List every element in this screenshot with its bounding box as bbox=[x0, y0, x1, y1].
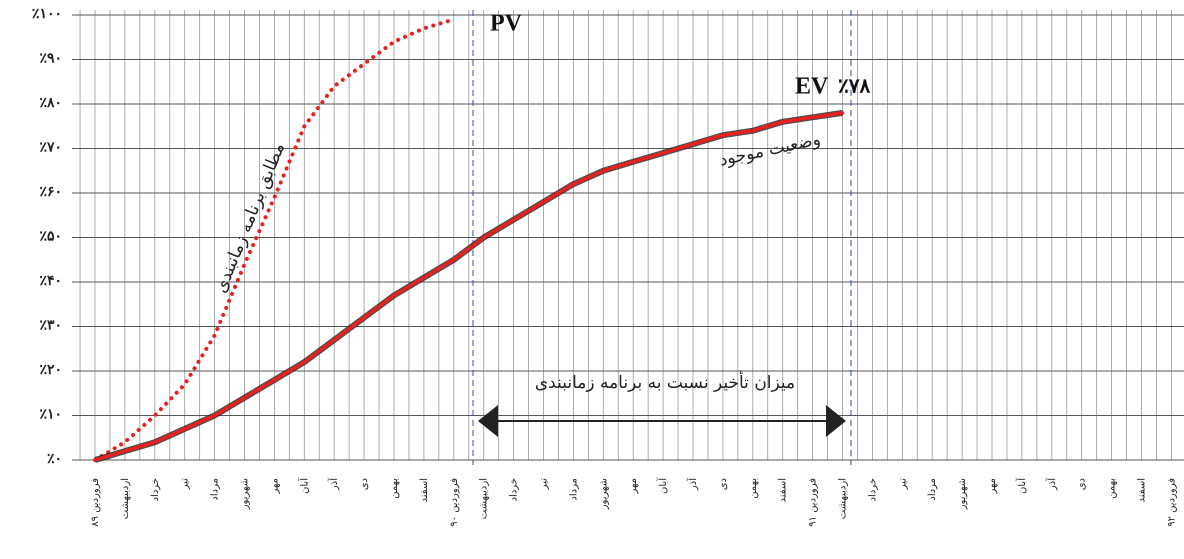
x-tick-label: مرداد bbox=[927, 478, 938, 501]
y-tick-label: ٪۰ bbox=[47, 452, 62, 467]
ev-label: EV bbox=[795, 74, 829, 100]
y-tick-label: ٪۳۰ bbox=[39, 319, 62, 334]
x-tick-label: شهریور bbox=[240, 478, 251, 510]
x-tick-label: فروردین ۹۱ bbox=[808, 478, 819, 527]
ev-value-label: ٪۷۸ bbox=[838, 76, 870, 98]
x-tick-label: آذر bbox=[327, 477, 340, 491]
x-tick-label: بهمن bbox=[748, 478, 759, 499]
x-tick-label: مهر bbox=[987, 478, 998, 494]
x-tick-label: تیر bbox=[539, 478, 550, 491]
x-tick-label: مهر bbox=[269, 478, 280, 494]
y-tick-label: ٪۶۰ bbox=[39, 185, 62, 200]
y-tick-label: ٪۱۰ bbox=[39, 408, 62, 423]
x-tick-label: شهریور bbox=[598, 478, 609, 510]
x-tick-label: مرداد bbox=[568, 478, 579, 501]
x-tick-label: اسفند bbox=[778, 478, 789, 502]
x-tick-label: اسفند bbox=[1137, 478, 1148, 502]
x-tick-label: مهر bbox=[628, 478, 639, 494]
y-tick-label: ٪۷۰ bbox=[39, 141, 62, 156]
y-tick-label: ٪۱۰۰ bbox=[32, 7, 62, 22]
x-tick-label: بهمن bbox=[1107, 478, 1118, 499]
x-tick-label: آبان bbox=[297, 477, 310, 494]
x-tick-label: شهریور bbox=[957, 478, 968, 510]
y-tick-label: ٪۹۰ bbox=[39, 52, 62, 67]
x-tick-label: آبان bbox=[656, 477, 669, 494]
x-tick-label: اردیبهشت bbox=[838, 478, 849, 519]
x-tick-label: فروردین ۹۰ bbox=[449, 478, 460, 527]
x-tick-label: خرداد bbox=[867, 478, 878, 501]
x-tick-label: دی bbox=[718, 478, 729, 490]
y-tick-label: ٪۲۰ bbox=[39, 363, 62, 378]
grid bbox=[72, 10, 1184, 461]
y-tick-label: ٪۵۰ bbox=[39, 230, 62, 245]
x-tick-label: خرداد bbox=[509, 478, 520, 501]
series-line bbox=[93, 111, 845, 462]
x-tick-label: فروردین ۹۲ bbox=[1166, 478, 1177, 527]
x-tick-label: آبان bbox=[1015, 477, 1028, 494]
x-tick-label: دی bbox=[1077, 478, 1088, 490]
x-tick-label: مرداد bbox=[210, 478, 221, 501]
y-tick-label: ٪۸۰ bbox=[39, 96, 62, 111]
x-tick-label: فروردین ۸۹ bbox=[90, 478, 101, 527]
y-tick-label: ٪۴۰ bbox=[39, 274, 62, 289]
x-tick-label: اردیبهشت bbox=[120, 478, 131, 519]
x-tick-label: تیر bbox=[897, 478, 908, 491]
x-tick-label: تیر bbox=[180, 478, 191, 491]
x-tick-label: خرداد bbox=[150, 478, 161, 501]
x-tick-label: اسفند bbox=[419, 478, 430, 502]
pv-label: PV bbox=[490, 11, 523, 37]
x-tick-label: اردیبهشت bbox=[479, 478, 490, 519]
series-line bbox=[93, 17, 456, 462]
x-tick-label: بهمن bbox=[389, 478, 400, 499]
delay-arrow bbox=[478, 405, 846, 437]
x-tick-label: آذر bbox=[686, 477, 699, 491]
delay-label: میزان تأخیر نسبت به برنامه زمانبندی bbox=[535, 370, 795, 393]
x-tick-label: دی bbox=[359, 478, 370, 490]
pv-curve-label: مطابق برنامه زمانبندی bbox=[211, 140, 289, 296]
x-tick-label: آذر bbox=[1045, 477, 1058, 491]
